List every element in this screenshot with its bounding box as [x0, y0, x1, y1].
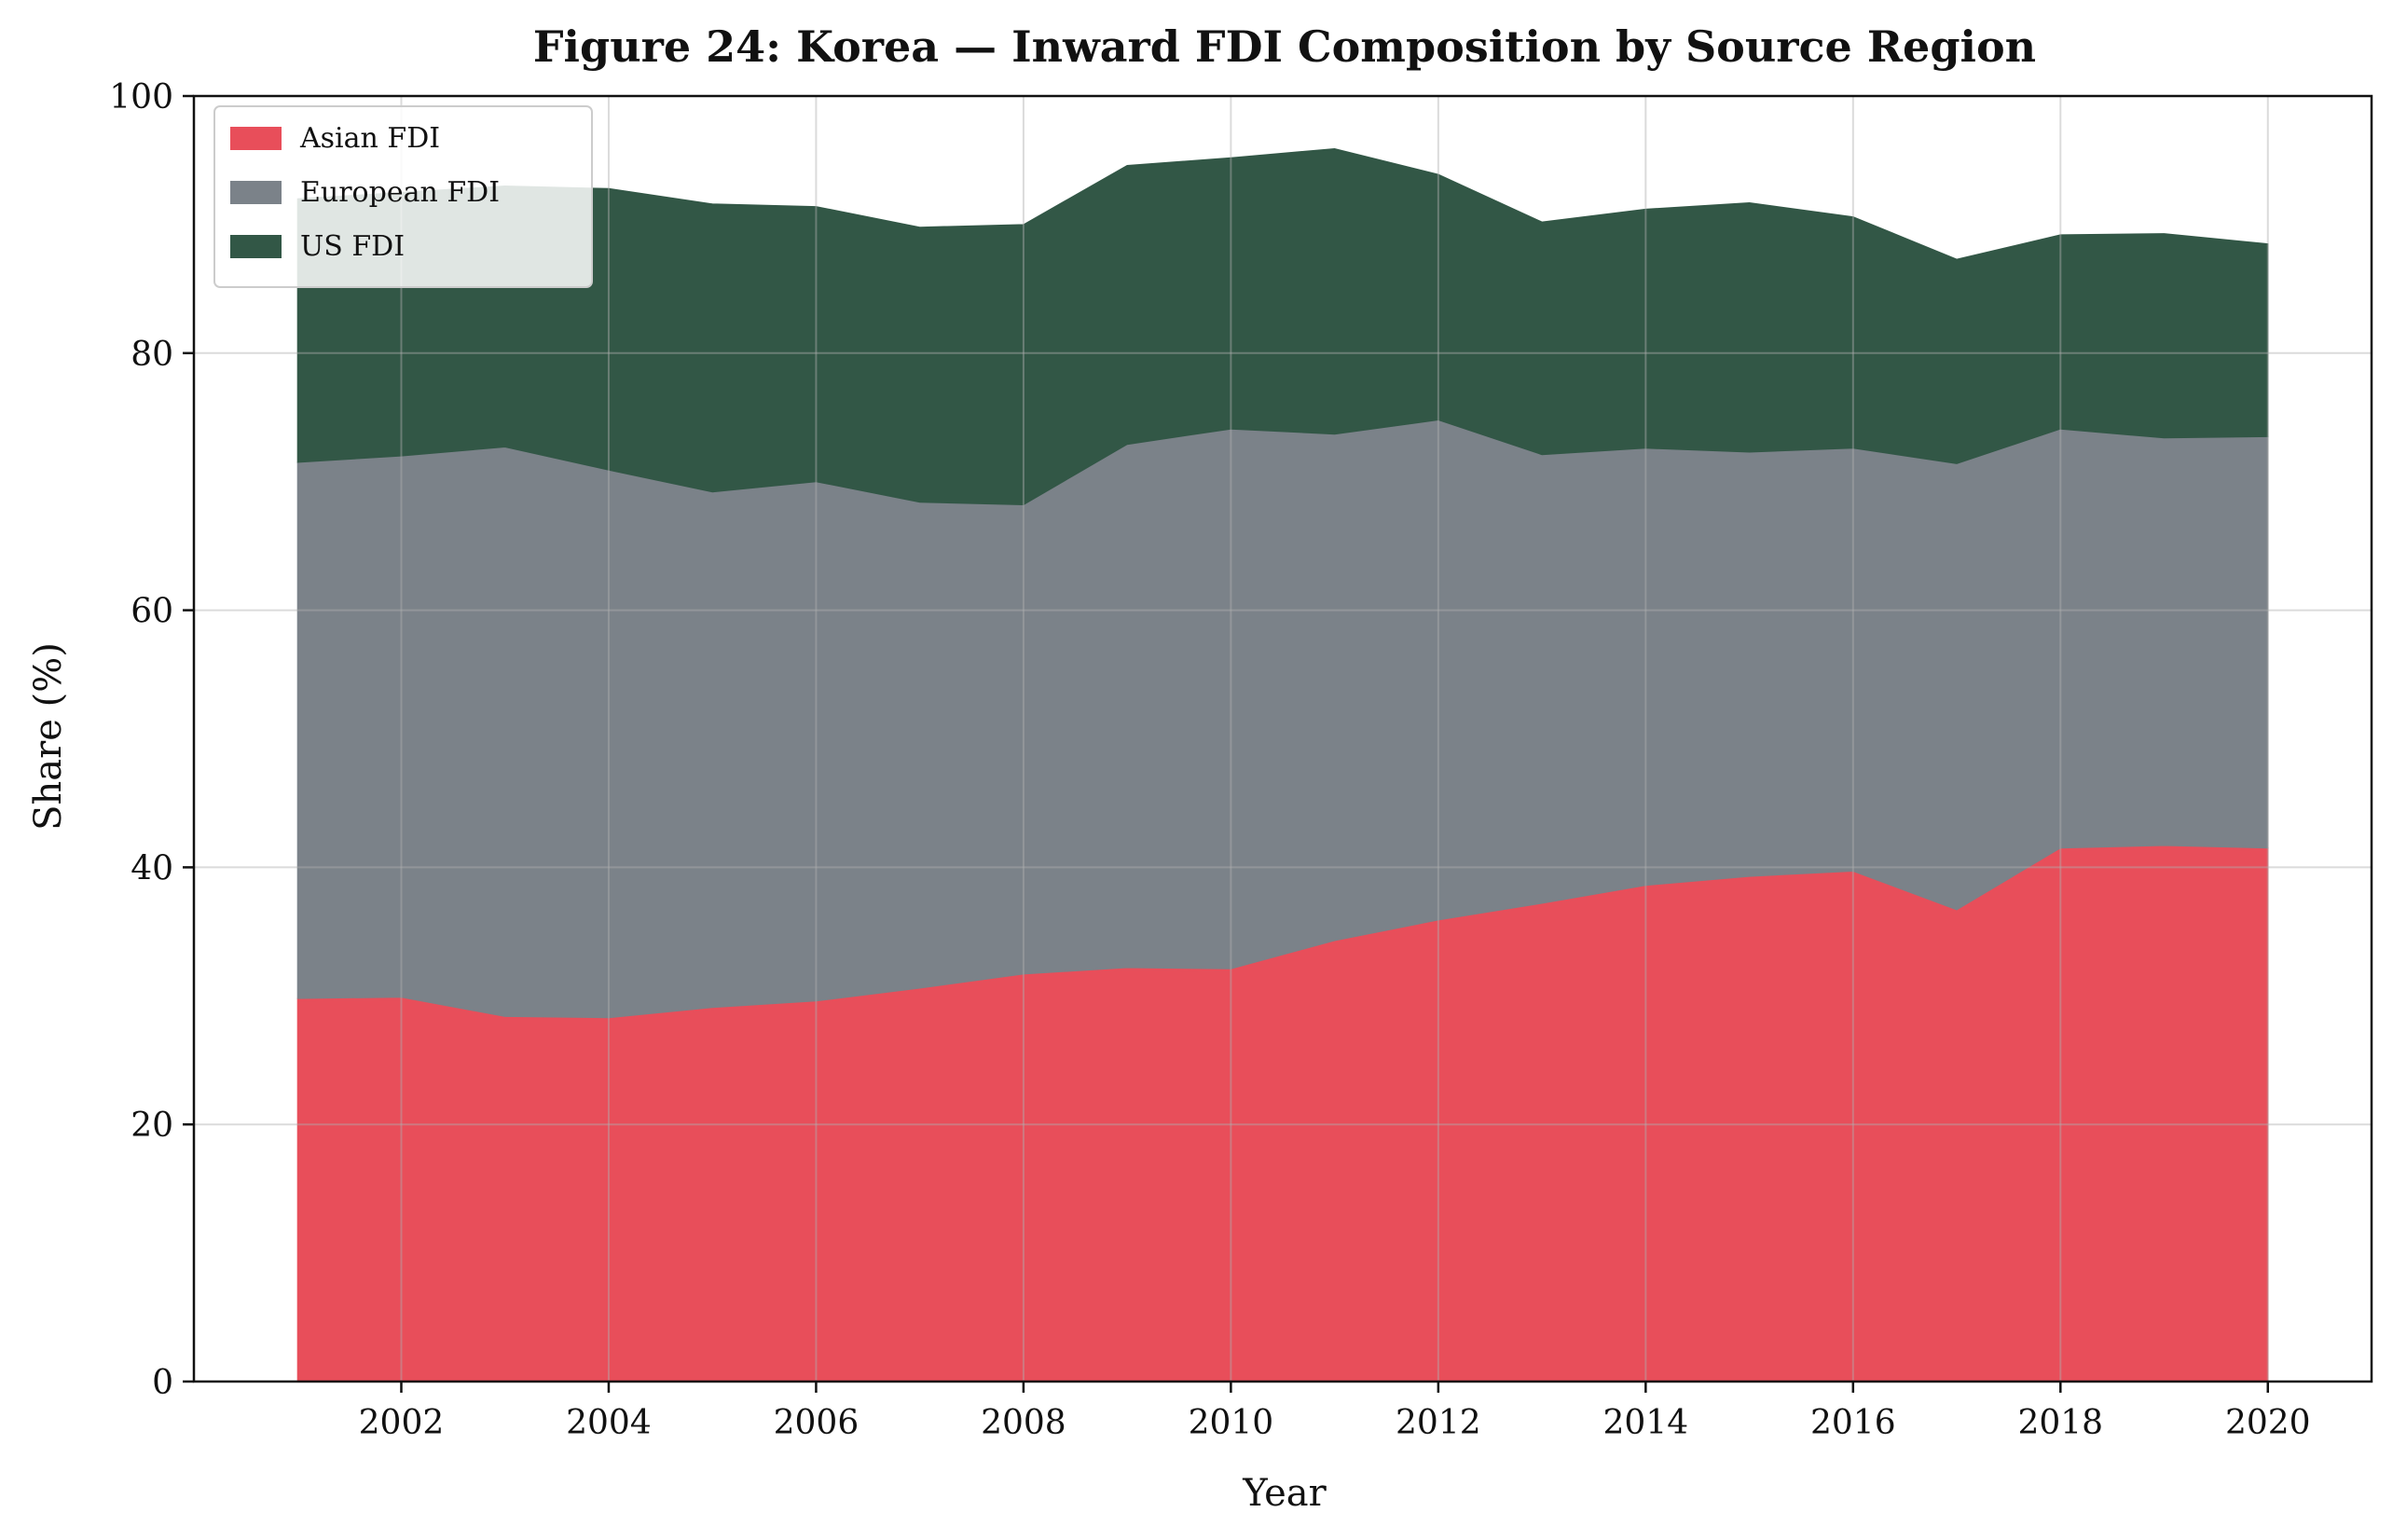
x-axis-label: Year — [1242, 1472, 1327, 1515]
x-tick-label: 2012 — [1396, 1404, 1481, 1442]
x-tick-label: 2002 — [359, 1404, 445, 1442]
x-tick-label: 2014 — [1603, 1404, 1689, 1442]
x-tick-label: 2016 — [1810, 1404, 1896, 1442]
y-tick-label: 0 — [152, 1364, 173, 1402]
y-tick-label: 40 — [131, 849, 173, 887]
legend: Asian FDI European FDI US FDI — [213, 105, 593, 288]
legend-swatch — [230, 235, 282, 258]
legend-label: European FDI — [300, 176, 500, 209]
legend-swatch — [230, 127, 282, 150]
x-tick-label: 2018 — [2017, 1404, 2103, 1442]
plot-area: 2002 2004 2006 2008 2010 2012 2014 2016 2018 2020… — [109, 78, 2373, 1442]
legend-box — [213, 105, 593, 288]
axes-frame — [192, 94, 2373, 1383]
y-axis-label: Share (%) — [27, 642, 70, 831]
legend-label: Asian FDI — [299, 122, 440, 155]
y-tick-label: 20 — [131, 1107, 173, 1145]
x-tick-label: 2004 — [566, 1404, 652, 1442]
area-us-fdi — [296, 147, 2269, 506]
legend-label: US FDI — [300, 230, 405, 263]
x-tick-label: 2020 — [2225, 1404, 2311, 1442]
y-tick-label: 100 — [109, 78, 173, 117]
chart-title: Figure 24: Korea — Inward FDI Compositio… — [533, 21, 2036, 72]
y-tick-label: 60 — [131, 593, 173, 631]
y-tick-label: 80 — [131, 336, 173, 374]
x-tick-label: 2008 — [981, 1404, 1066, 1442]
legend-swatch — [230, 181, 282, 204]
x-tick-label: 2006 — [774, 1404, 860, 1442]
x-tick-label: 2010 — [1189, 1404, 1274, 1442]
